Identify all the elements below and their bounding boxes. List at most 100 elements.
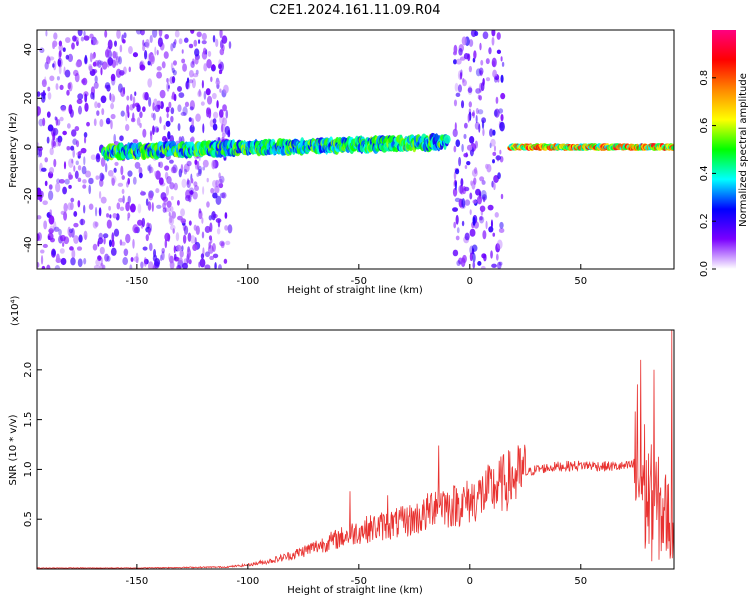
noise-blob bbox=[157, 104, 161, 110]
noise-blob bbox=[143, 256, 147, 267]
noise-blob bbox=[169, 159, 174, 164]
noise-blob bbox=[461, 198, 466, 209]
noise-blob bbox=[116, 202, 121, 210]
snr-x-label: Height of straight line (km) bbox=[287, 585, 423, 596]
noise-blob bbox=[114, 40, 117, 47]
noise-blob bbox=[219, 39, 224, 50]
noise-blob bbox=[200, 101, 205, 106]
y-tick-label: -20 bbox=[23, 188, 34, 204]
noise-blob bbox=[218, 182, 224, 189]
noise-blob bbox=[107, 57, 114, 66]
noise-blob bbox=[68, 228, 74, 234]
noise-blob bbox=[37, 233, 40, 242]
colorbar-tick-label: 0.8 bbox=[699, 70, 710, 86]
noise-blob bbox=[62, 242, 65, 247]
noise-blob bbox=[461, 143, 464, 153]
noise-blob bbox=[500, 92, 506, 100]
noise-blob bbox=[156, 204, 162, 209]
noise-blob bbox=[474, 167, 478, 174]
noise-blob bbox=[496, 155, 500, 162]
noise-blob bbox=[79, 218, 86, 226]
noise-blob bbox=[47, 92, 52, 100]
noise-blob bbox=[63, 202, 68, 212]
noise-blob bbox=[493, 75, 498, 83]
noise-blob bbox=[215, 218, 222, 223]
noise-blob bbox=[152, 112, 156, 121]
noise-blob bbox=[177, 104, 182, 112]
noise-blob bbox=[166, 176, 172, 185]
noise-blob bbox=[485, 58, 490, 65]
noise-blob bbox=[196, 31, 202, 38]
noise-blob bbox=[58, 64, 62, 75]
noise-blob bbox=[166, 82, 170, 92]
noise-blob bbox=[201, 79, 204, 89]
noise-blob bbox=[37, 91, 41, 97]
noise-blob bbox=[95, 154, 101, 163]
noise-blob bbox=[468, 65, 472, 73]
noise-blob bbox=[62, 186, 67, 195]
noise-blob bbox=[480, 265, 486, 269]
noise-blob bbox=[106, 84, 111, 92]
noise-blob bbox=[175, 232, 180, 242]
noise-blob bbox=[132, 238, 135, 249]
noise-blob bbox=[201, 217, 204, 224]
noise-blob bbox=[183, 225, 189, 235]
noise-blob bbox=[469, 252, 473, 262]
noise-blob bbox=[154, 46, 157, 56]
noise-blob bbox=[77, 30, 83, 37]
noise-blob bbox=[467, 87, 473, 93]
noise-blob bbox=[37, 106, 42, 116]
noise-blob bbox=[481, 180, 486, 185]
noise-blob bbox=[140, 30, 145, 36]
noise-blob bbox=[227, 224, 233, 234]
noise-blob bbox=[490, 138, 496, 147]
noise-blob bbox=[57, 57, 63, 68]
noise-blob bbox=[93, 118, 97, 127]
noise-blob bbox=[67, 202, 73, 211]
noise-blob bbox=[212, 111, 219, 119]
noise-blob bbox=[82, 184, 87, 189]
x-tick-label: 0 bbox=[467, 576, 473, 587]
noise-blob bbox=[152, 102, 155, 112]
noise-blob bbox=[173, 253, 177, 260]
noise-blob bbox=[69, 231, 72, 238]
noise-blob bbox=[173, 182, 178, 191]
noise-blob bbox=[191, 78, 196, 89]
noise-blob bbox=[113, 167, 117, 173]
noise-blob bbox=[129, 93, 133, 102]
noise-blob bbox=[210, 76, 213, 83]
noise-blob bbox=[180, 218, 187, 224]
noise-blob bbox=[459, 56, 466, 61]
noise-blob bbox=[127, 195, 131, 204]
noise-blob bbox=[469, 228, 476, 237]
noise-blob bbox=[471, 112, 475, 117]
noise-blob bbox=[58, 178, 65, 184]
noise-blob bbox=[212, 123, 218, 131]
noise-blob bbox=[219, 88, 222, 93]
noise-blob bbox=[192, 73, 199, 78]
noise-blob bbox=[40, 93, 46, 103]
noise-blob bbox=[47, 235, 51, 240]
noise-blob bbox=[77, 165, 82, 171]
noise-blob bbox=[499, 121, 505, 132]
noise-blob bbox=[452, 207, 459, 212]
noise-blob bbox=[456, 260, 461, 266]
noise-blob bbox=[147, 52, 154, 63]
noise-blob bbox=[144, 92, 149, 101]
noise-blob bbox=[76, 98, 83, 104]
noise-blob bbox=[130, 117, 136, 123]
noise-blob bbox=[479, 42, 482, 51]
noise-blob bbox=[117, 56, 122, 65]
noise-blob bbox=[77, 200, 81, 208]
noise-blob bbox=[40, 249, 45, 254]
noise-blob bbox=[119, 44, 123, 53]
noise-blob bbox=[163, 124, 166, 131]
noise-blob bbox=[132, 96, 136, 106]
noise-blob bbox=[139, 64, 146, 71]
noise-blob bbox=[75, 160, 79, 166]
noise-blob bbox=[212, 243, 216, 252]
y-tick-label: 1.5 bbox=[23, 412, 34, 428]
noise-blob bbox=[92, 69, 98, 74]
noise-blob bbox=[182, 63, 187, 72]
noise-blob bbox=[206, 177, 209, 183]
